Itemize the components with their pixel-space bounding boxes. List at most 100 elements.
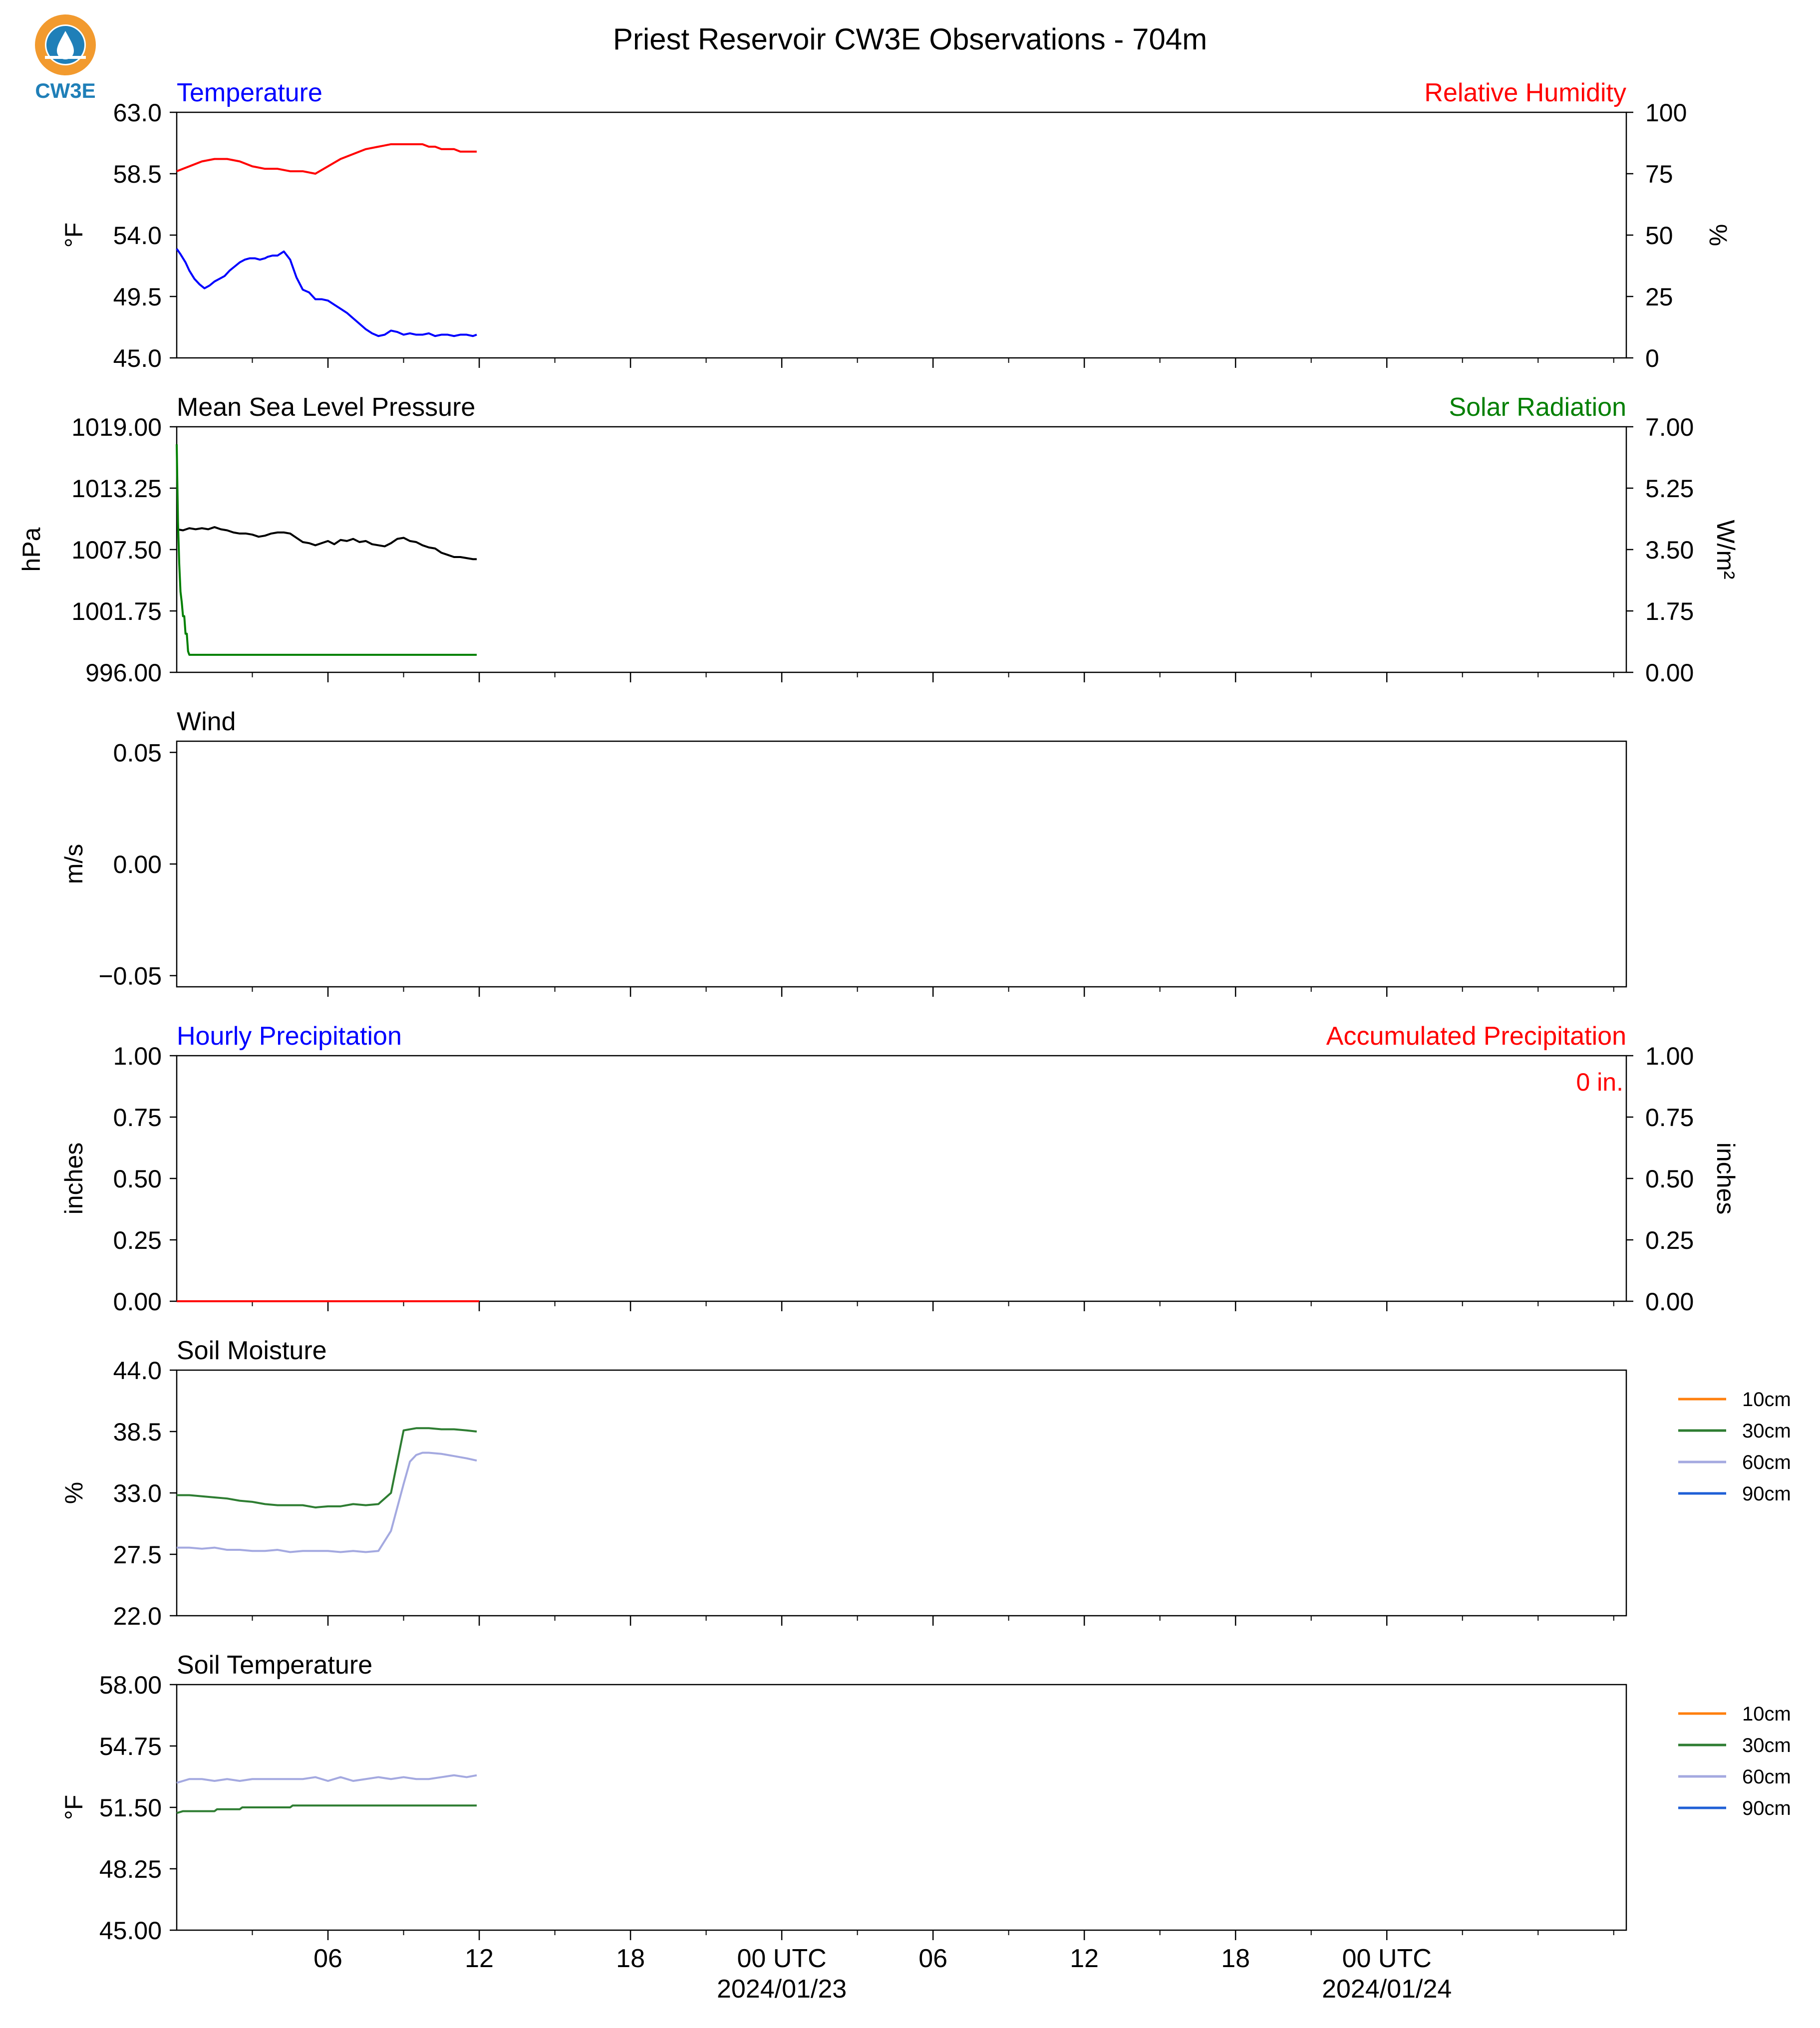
panel-soil-temperature: Soil Temperature 45.00 48.25 51.50 54.75 58.0… [60, 1651, 1791, 1945]
y-tick-label: 0.00 [113, 851, 162, 878]
y-axis-label: m/s [60, 844, 88, 884]
x-date-label: 2024/01/23 [717, 1975, 847, 2004]
legend: 10cm 30cm 60cm 90cm [1678, 1703, 1791, 1819]
y2-tick-label: 1.75 [1645, 597, 1694, 625]
panel-title-left: Wind [177, 707, 236, 736]
chart-panels: Temperature Relative Humidity 45.0 49.5 54.0… [17, 78, 1791, 1945]
x-tick-label: 18 [1221, 1944, 1250, 1973]
y2-tick-label: 75 [1645, 160, 1673, 188]
y-tick-label: 996.00 [85, 659, 162, 687]
legend-label-10cm: 10cm [1742, 1703, 1791, 1725]
series-line-60cm [176, 1774, 477, 1784]
y2-tick-label: 25 [1645, 283, 1673, 311]
panel-title-left: Mean Sea Level Pressure [177, 393, 475, 422]
y2-tick-label: 1.00 [1645, 1042, 1694, 1070]
y-tick-label: 48.25 [99, 1855, 162, 1883]
y2-tick-label: 100 [1645, 99, 1687, 127]
y2-tick-label: 3.50 [1645, 536, 1694, 564]
series-line-right [176, 143, 477, 175]
y2-tick-label: 0.25 [1645, 1226, 1694, 1254]
y-tick-label: −0.05 [98, 962, 162, 990]
x-date-label: 2024/01/24 [1322, 1975, 1452, 2004]
plot-frame [176, 111, 1627, 359]
x-tick-label: 12 [1070, 1944, 1099, 1973]
legend-label-60cm: 60cm [1742, 1451, 1791, 1473]
y-tick-label: 0.25 [113, 1226, 162, 1254]
y-tick-label: 0.00 [113, 1288, 162, 1316]
legend-label-60cm: 60cm [1742, 1766, 1791, 1788]
y2-axis-label: inches [1712, 1143, 1740, 1215]
plot-frame [176, 1369, 1627, 1617]
logo-ring [35, 14, 96, 75]
panel-title-left: Temperature [177, 78, 322, 107]
legend-label-30cm: 30cm [1742, 1420, 1791, 1442]
x-tick-label: 06 [313, 1944, 342, 1973]
accumulated-total-label: 0 in. [1576, 1068, 1623, 1096]
y-axis-label: °F [60, 223, 88, 248]
legend-label-90cm: 90cm [1742, 1483, 1791, 1505]
panel-wind: Wind −0.05 0.00 0.05 m/s [60, 707, 1627, 997]
x-tick-label: 00 UTC [1342, 1944, 1432, 1973]
plot-frame [176, 740, 1627, 988]
x-tick-label: 12 [465, 1944, 494, 1973]
y-tick-label: 58.00 [99, 1671, 162, 1699]
x-tick-label: 18 [616, 1944, 645, 1973]
y-tick-label: 45.00 [99, 1917, 162, 1945]
panel-title-left: Hourly Precipitation [177, 1022, 402, 1051]
y-tick-label: 58.5 [113, 160, 162, 188]
legend-label-10cm: 10cm [1742, 1389, 1791, 1411]
y-tick-label: 38.5 [113, 1418, 162, 1446]
y2-tick-label: 0.00 [1645, 659, 1694, 687]
y2-tick-label: 50 [1645, 222, 1673, 250]
panel-title-left: Soil Temperature [177, 1651, 372, 1680]
y-tick-label: 1019.00 [71, 413, 162, 441]
y-tick-label: 45.0 [113, 344, 162, 372]
plot-frame [176, 1684, 1627, 1931]
y-tick-label: 1013.25 [71, 475, 162, 503]
y-axis-label: inches [60, 1143, 88, 1215]
panel-mean-sea-level-pressure: Mean Sea Level Pressure Solar Radiation 99… [17, 393, 1740, 687]
y-tick-label: 1007.50 [71, 536, 162, 564]
series-line-right [176, 444, 477, 656]
y-tick-label: 51.50 [99, 1794, 162, 1822]
y-tick-label: 1001.75 [71, 597, 162, 625]
water-drop-icon [57, 31, 74, 59]
y2-tick-label: 0.00 [1645, 1288, 1694, 1316]
cw3e-logo: CW3E [35, 14, 96, 102]
y2-axis-label: W/m² [1712, 520, 1740, 579]
x-tick-label: 06 [918, 1944, 947, 1973]
panel-title-right: Accumulated Precipitation [1326, 1022, 1626, 1051]
y2-tick-label: 0 [1645, 344, 1659, 372]
y2-tick-label: 7.00 [1645, 413, 1694, 441]
series-line-30cm [177, 1427, 477, 1509]
series-line-left [176, 526, 477, 561]
logo-wave [45, 56, 86, 59]
series-line-left [176, 248, 477, 337]
x-tick-label: 00 UTC [737, 1944, 827, 1973]
panel-hourly-precipitation: Hourly Precipitation Accumulated Precipit… [60, 1022, 1740, 1316]
y-tick-label: 0.50 [113, 1165, 162, 1193]
series-line-60cm [177, 1451, 477, 1553]
y-tick-label: 54.75 [99, 1733, 162, 1760]
logo-text: CW3E [35, 79, 95, 102]
series-line-30cm [176, 1804, 477, 1814]
y-tick-label: 22.0 [113, 1602, 162, 1630]
y2-tick-label: 5.25 [1645, 475, 1694, 503]
y-tick-label: 44.0 [113, 1357, 162, 1385]
y-tick-label: 33.0 [113, 1479, 162, 1507]
panel-title-right: Solar Radiation [1449, 393, 1626, 422]
y-tick-label: 27.5 [113, 1541, 162, 1569]
y-axis-label: °F [60, 1795, 88, 1820]
y-tick-label: 1.00 [113, 1042, 162, 1070]
legend-label-90cm: 90cm [1742, 1797, 1791, 1819]
y-tick-label: 0.75 [113, 1104, 162, 1132]
y-tick-label: 63.0 [113, 99, 162, 127]
panel-title-left: Soil Moisture [177, 1336, 327, 1365]
y-tick-label: 49.5 [113, 283, 162, 311]
y-axis-label: % [60, 1482, 88, 1504]
figure-title: Priest Reservoir CW3E Observations - 704… [613, 22, 1207, 56]
panel-soil-moisture: Soil Moisture 22.0 27.5 33.0 38.5 44.0% 10cm 30… [60, 1336, 1791, 1630]
legend: 10cm 30cm 60cm 90cm [1678, 1389, 1791, 1505]
y2-axis-label: % [1704, 224, 1732, 246]
